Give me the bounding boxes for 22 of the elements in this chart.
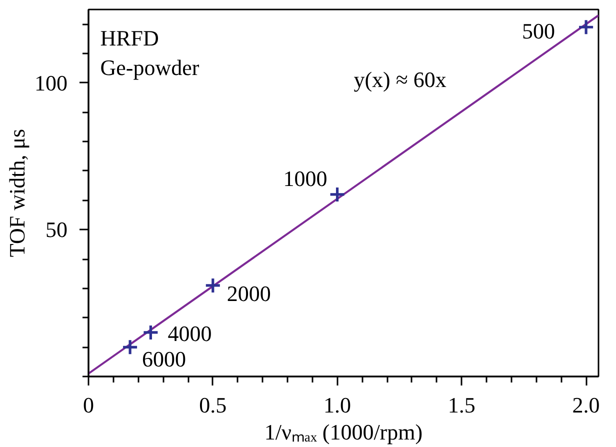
point [328,186,346,203]
point [204,277,222,294]
annotation: 4000 [168,320,212,346]
x-tick-label: 1.0 [324,392,352,418]
annotation: y(x) ≈ 60x [354,67,446,92]
annotation: Ge-powder [100,54,200,80]
point [578,18,594,36]
point [122,338,138,356]
x-tick-label: 2.0 [572,392,600,418]
point [142,324,159,341]
x-tick-label: 0 [83,392,94,418]
x-tick-label: 0.5 [199,392,227,418]
annotation: 1000 [283,166,328,191]
y-tick-label: 100 [34,70,68,96]
annotation: 2000 [226,280,271,306]
y-tick-label: 50 [46,217,68,242]
y-axis-title: TOF width, μs [4,128,30,258]
annotation: 500 [522,18,556,44]
annotation: 6000 [142,346,186,372]
annotation: HRFD [100,26,159,51]
x-tick-label: 1.5 [448,392,476,418]
x-axis-title: 1/νₘₐₓ (1000/rpm) [264,420,423,444]
